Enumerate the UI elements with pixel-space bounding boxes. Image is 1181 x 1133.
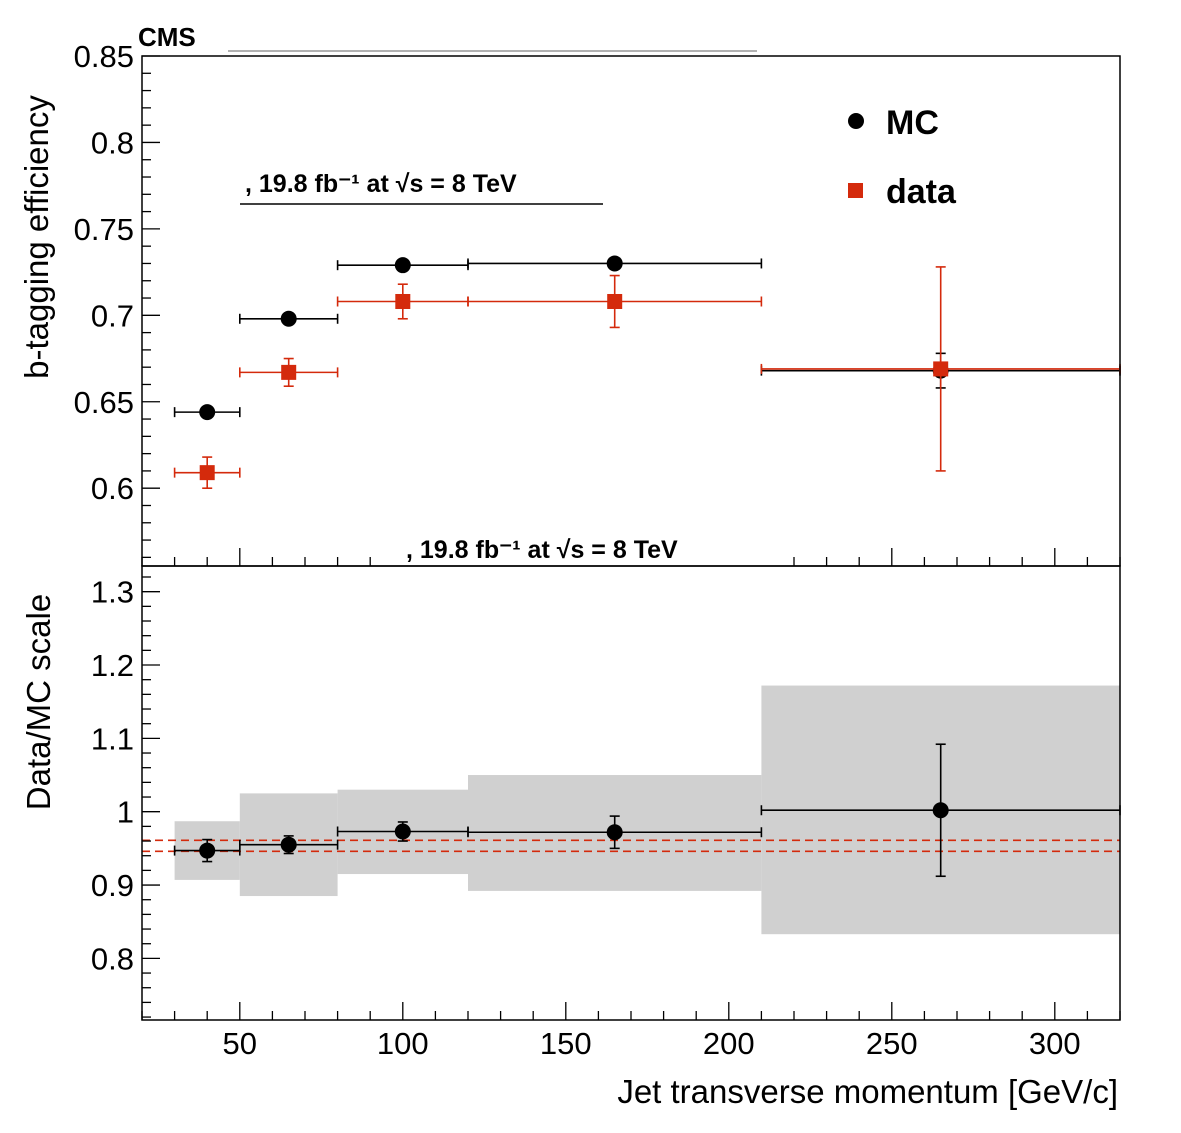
legend-data-label: data [886, 173, 957, 211]
top-y-tick-label: 0.6 [91, 471, 134, 506]
data-data-point [199, 465, 215, 481]
bottom-y-tick-label: 1.2 [91, 648, 134, 683]
top-axis-tick-labels: 0.6 0.65 0.7 0.75 0.8 0.85 [74, 39, 134, 506]
top-y-axis-title: b-tagging efficiency [18, 95, 55, 379]
bottom-y-axis-title: Data/MC scale [20, 594, 57, 810]
bottom-y-tick-label: 1.3 [91, 575, 134, 610]
x-tick-label: 150 [540, 1026, 592, 1061]
top-y-tick-label: 0.7 [91, 298, 134, 333]
x-tick-label: 250 [866, 1026, 918, 1061]
cms-label: CMS [138, 22, 196, 52]
top-series-group [173, 255, 1121, 490]
data-data-point [281, 364, 297, 380]
legend-mc-label: MC [886, 104, 939, 142]
ratio-data-point [394, 823, 411, 840]
reference-lines [142, 839, 1120, 853]
data-data-point [607, 293, 623, 309]
ratio-data-point [932, 802, 949, 819]
data-data-point [933, 361, 949, 377]
mc-data-point [199, 404, 216, 421]
bottom-y-tick-label: 0.9 [91, 868, 134, 903]
mc-data-point [394, 257, 411, 274]
bottom-y-tick-label: 1.1 [91, 721, 134, 756]
ratio-data-point [199, 842, 216, 859]
top-y-tick-label: 0.85 [74, 39, 134, 74]
bottom-series-group [173, 743, 1121, 878]
bottom-axis-tick-labels: 0.8 0.9 1 1.1 1.2 1.3 50 100 150 200 250 300 [91, 575, 1081, 1061]
legend-mc-marker [848, 113, 864, 129]
mc-data-point [280, 310, 297, 327]
bottom-axis-ticks [141, 576, 1121, 1020]
data-data-point [395, 293, 411, 309]
legend-data-marker [848, 183, 863, 198]
x-tick-label: 100 [377, 1026, 429, 1061]
ratio-data-point [280, 836, 297, 853]
scale-factor-panel: 0.8 0.9 1 1.1 1.2 1.3 50 100 150 200 250 300 , 19.8… [20, 533, 1121, 1110]
x-tick-label: 50 [223, 1026, 257, 1061]
bottom-annotation-bg [400, 533, 770, 567]
bottom-y-tick-label: 0.8 [91, 941, 134, 976]
x-tick-label: 300 [1029, 1026, 1081, 1061]
efficiency-panel: 0.6 0.65 0.7 0.75 0.8 0.85 , 19.8 fb⁻¹ at √s … [18, 22, 1121, 566]
bottom-y-tick-label: 1 [117, 795, 134, 830]
bottom-plot-frame [141, 565, 1121, 1021]
ratio-data-point [606, 824, 623, 841]
x-axis-title: Jet transverse momentum [GeV/c] [617, 1073, 1118, 1110]
top-y-tick-label: 0.8 [91, 125, 134, 160]
mc-data-point [606, 255, 623, 272]
x-tick-label: 200 [703, 1026, 755, 1061]
top-annotation: , 19.8 fb⁻¹ at √s = 8 TeV [245, 170, 517, 198]
legend: MC data [848, 104, 957, 211]
bottom-annotation: , 19.8 fb⁻¹ at √s = 8 TeV [406, 536, 678, 564]
top-y-tick-label: 0.75 [74, 212, 134, 247]
top-y-tick-label: 0.65 [74, 385, 134, 420]
